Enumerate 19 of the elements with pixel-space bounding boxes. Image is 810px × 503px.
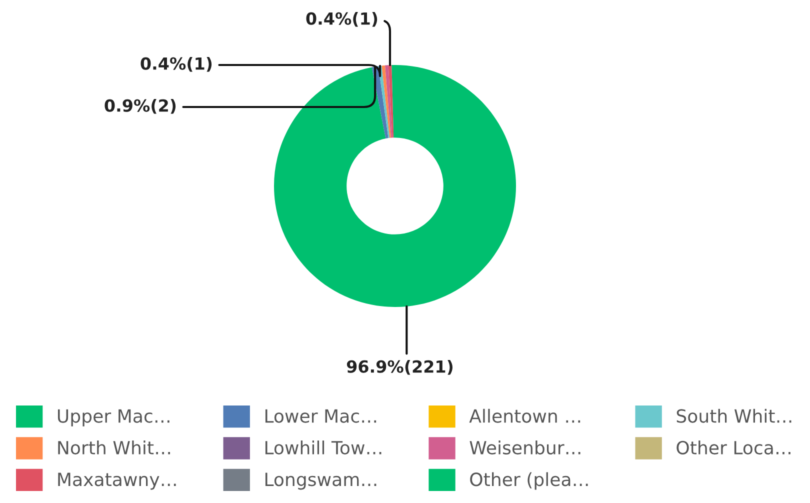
data-label: 96.9%(221) <box>346 360 452 375</box>
donut-slice <box>274 65 516 307</box>
legend-label: Upper Mac… <box>58 409 170 426</box>
legend-label: Allentown … <box>469 408 580 423</box>
legend-label: Lowhill Tow… <box>265 440 382 455</box>
legend-label: Lower Mac… <box>265 409 376 423</box>
legend-label: Longswam… <box>265 472 376 490</box>
legend-label: Weisenbur… <box>470 440 580 455</box>
legend-label: Maxatawny… <box>58 472 176 490</box>
data-label: 0.4%(1) <box>140 56 212 72</box>
data-label: 0.9%(2) <box>104 98 176 114</box>
data-label: 0.4%(1) <box>306 12 378 27</box>
legend-label: South Whit… <box>676 408 792 423</box>
donut-slice <box>382 65 392 138</box>
legend-label: North Whit… <box>58 440 170 455</box>
legend-label: Other Loca… <box>676 440 790 455</box>
legend-label: Other (plea… <box>470 472 588 490</box>
donut-slice <box>385 65 392 138</box>
donut-slice <box>388 65 394 138</box>
